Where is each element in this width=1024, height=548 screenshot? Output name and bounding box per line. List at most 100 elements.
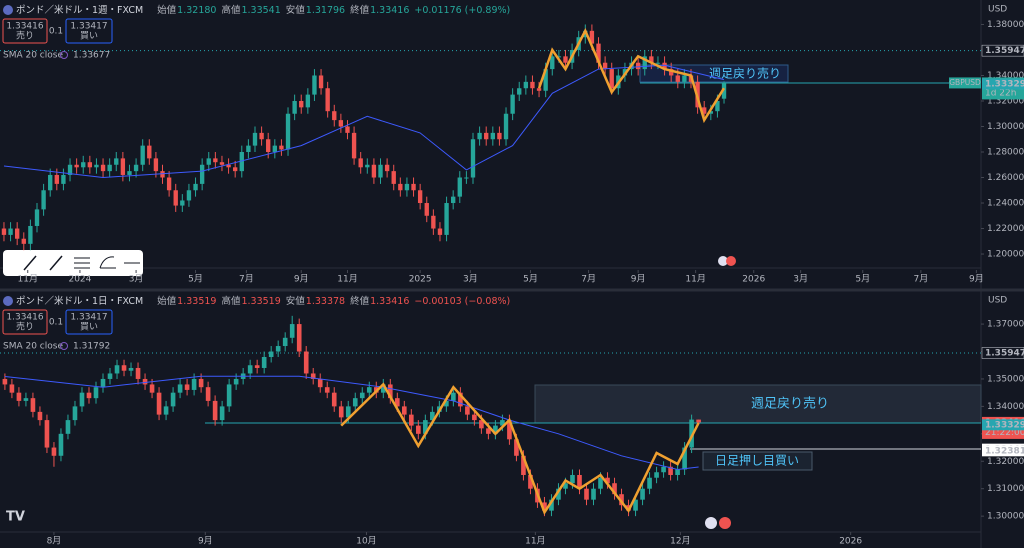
event-flag[interactable] (705, 517, 731, 529)
candle-body (268, 351, 274, 357)
candle-body (198, 378, 204, 388)
y-tick-label: 1.37000 (987, 320, 1024, 330)
candle-body (358, 158, 363, 168)
candle-body (517, 88, 522, 95)
candle-body (563, 56, 568, 63)
candle-body (411, 183, 416, 191)
candle-body (366, 387, 372, 393)
candle-body (87, 162, 93, 168)
candle-body (212, 400, 218, 421)
sell-button[interactable] (2, 309, 48, 335)
quantity: 0.1 (49, 318, 63, 328)
legend-symbol: ポンド／米ドル・1週・FXCM (16, 4, 143, 16)
candle-body (67, 164, 73, 175)
x-tick-label: 7月 (239, 274, 254, 285)
legend: ポンド／米ドル・1日・FXCM 始値1.33519 高値1.33519 安値1.333… (16, 295, 510, 307)
candle-body (352, 398, 358, 407)
candle-body (416, 425, 421, 434)
buy-label: 買い (80, 31, 98, 42)
indicator-value: 1.33677 (73, 51, 110, 61)
price-label-text: 1.32381 (985, 446, 1024, 456)
candle-body (318, 75, 324, 89)
candle-body (584, 488, 589, 500)
candle-body (34, 209, 40, 226)
candle-body (166, 177, 172, 191)
candle-body (661, 466, 666, 473)
event-flag[interactable] (718, 256, 736, 266)
candle-body (521, 455, 526, 475)
candle-body (120, 158, 126, 175)
legend-open: 1.32180 (177, 5, 216, 16)
candle-body (184, 384, 190, 390)
candle-body (149, 384, 155, 393)
candle-body (93, 387, 99, 399)
candle-body (86, 392, 92, 399)
candle-body (577, 474, 582, 489)
candle-body (128, 367, 134, 371)
x-tick-label: 2024 (68, 275, 91, 285)
legend-high-label: 高値 (221, 295, 241, 307)
candle-body (696, 419, 701, 423)
candle-body (543, 69, 548, 91)
candle-body (602, 62, 608, 70)
candle-body (9, 384, 15, 393)
indicator-icon (60, 342, 68, 350)
x-tick-label: 9月 (631, 274, 646, 285)
candle-body (30, 398, 36, 412)
x-tick-label: 5月 (855, 274, 870, 285)
buy-price: 1.33417 (70, 22, 107, 32)
candle-body (655, 62, 661, 64)
candle-body (380, 384, 386, 393)
indicator-value: 1.31792 (73, 342, 110, 352)
sell-button[interactable] (2, 18, 48, 44)
candle-body (682, 447, 687, 470)
candle-body (708, 111, 713, 114)
candle-body (51, 447, 57, 456)
candle-body (279, 145, 284, 150)
candle-body (510, 94, 515, 114)
price-label-sub: 21:22:00 (985, 428, 1024, 438)
candle-body (549, 499, 554, 511)
currency[interactable]: USD (988, 296, 1007, 306)
y-tick-label: 1.28000 (987, 148, 1024, 158)
x-tick-label: 3月 (793, 274, 808, 285)
candle-body (305, 94, 311, 108)
candle-body (458, 392, 463, 407)
price-label-text: 1.35947 (985, 46, 1024, 56)
candle-body (233, 378, 239, 385)
candle-body (430, 411, 435, 421)
candle-body (345, 406, 351, 418)
candle-body (668, 69, 674, 76)
candle-body (72, 406, 78, 421)
candle-body (451, 392, 456, 401)
candle-body (317, 378, 323, 388)
candle-body (16, 392, 22, 401)
candle-body (715, 100, 720, 112)
currency[interactable]: USD (988, 5, 1007, 15)
buy-button[interactable] (65, 309, 113, 335)
buy-button[interactable] (65, 18, 113, 44)
x-tick-label: 11月 (337, 274, 357, 285)
drawing-toolbar[interactable] (3, 250, 143, 276)
price-label (982, 419, 1024, 431)
candle-body (252, 132, 258, 146)
candle-body (303, 351, 309, 374)
candle-body (583, 30, 588, 38)
candle-body (170, 392, 176, 407)
candle-body (156, 392, 162, 415)
candle-body (296, 324, 302, 352)
candle-body (542, 502, 547, 511)
candle-body (325, 88, 330, 112)
candle-body (299, 100, 304, 108)
candle-body (523, 81, 529, 89)
candle-body (261, 356, 267, 368)
candle-body (391, 171, 396, 184)
legend-open-label: 始値 (157, 4, 177, 16)
candle-body (556, 488, 561, 500)
candle-body (394, 398, 400, 407)
y-tick-label: 1.22000 (987, 224, 1024, 234)
candle-body (65, 420, 71, 434)
candle-body (239, 152, 244, 172)
price-label-text: 1.33329 (985, 80, 1024, 90)
legend-close-label: 終値 (350, 4, 370, 16)
